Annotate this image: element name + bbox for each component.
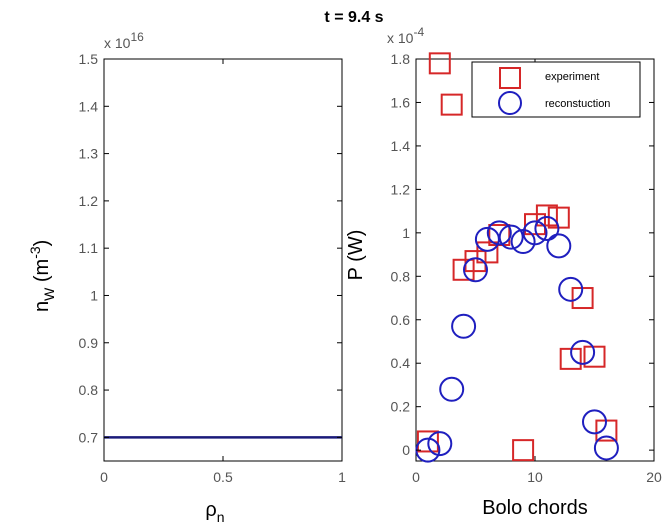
right-xtick-label: 10 — [527, 469, 543, 485]
left-xtick-label: 0.5 — [213, 469, 233, 485]
experiment-point — [583, 345, 606, 368]
experiment-point — [524, 213, 546, 236]
right-xtick-label: 0 — [412, 469, 420, 485]
figure-title: t = 9.4 s — [324, 9, 383, 26]
reconstruction-point — [451, 313, 477, 339]
right-plot: 00.20.40.60.811.21.41.61.8 0 10 20 x 10-4 … — [345, 25, 662, 519]
left-ytick-label: 1.5 — [79, 51, 99, 67]
reconstruction-point — [534, 215, 560, 241]
right-ytick-label: 0.8 — [391, 268, 411, 284]
reconstruction-point — [463, 257, 488, 283]
reconstruction-point — [570, 339, 596, 365]
experiment-point — [464, 250, 487, 273]
experiment-point — [535, 204, 558, 227]
right-ytick-label: 1.6 — [391, 94, 411, 110]
legend: experiment reconstuction — [471, 61, 641, 118]
experiment-point — [476, 241, 499, 264]
right-ytick-label: 0.2 — [391, 399, 411, 415]
legend-reconstruction-marker — [498, 91, 522, 115]
legend-experiment-marker — [499, 67, 521, 89]
right-ytick-label: 0.4 — [391, 355, 411, 371]
left-ytick-label: 1.1 — [79, 240, 99, 256]
legend-reconstruction-label: reconstuction — [545, 98, 610, 110]
reconstruction-point — [522, 220, 548, 246]
right-y-axis-label: P (W) — [345, 230, 367, 281]
experiment-point — [416, 430, 439, 453]
right-ytick-label: 1.2 — [391, 181, 411, 197]
legend-experiment-label: experiment — [545, 71, 599, 83]
experiment-point — [452, 258, 475, 281]
right-ytick-label: 1.8 — [391, 51, 411, 67]
right-xtick-label: 20 — [646, 469, 662, 485]
reconstruction-point — [498, 224, 524, 250]
left-ytick-label: 1.2 — [79, 193, 99, 209]
reconstruction-point — [558, 276, 584, 302]
reconstruction-point — [427, 431, 453, 457]
left-ytick-label: 0.8 — [79, 382, 99, 398]
left-xtick-label: 0 — [100, 469, 108, 485]
reconstruction-point — [439, 376, 465, 402]
experiment-point — [428, 52, 451, 75]
right-ytick-label: 0 — [402, 442, 410, 458]
left-ytick-label: 0.9 — [79, 335, 99, 351]
left-x-axis-label: ρn — [205, 499, 224, 525]
reconstruction-point — [593, 435, 619, 461]
left-plot: 0.7 0.8 0.9 1 1.1 1.2 1.3 1.4 1.5 0 0.5 1 x 1016 n… — [27, 30, 346, 525]
reconstruction-point — [546, 233, 572, 259]
right-x-axis-label: Bolo chords — [482, 497, 588, 519]
left-xtick-label: 1 — [338, 469, 346, 485]
left-axes-box — [103, 58, 343, 462]
left-ytick-label: 1.3 — [79, 146, 99, 162]
left-ytick-label: 1 — [90, 287, 98, 303]
left-ytick-label: 1.4 — [79, 98, 99, 114]
experiment-point — [512, 439, 535, 462]
right-ytick-label: 1 — [402, 225, 410, 241]
experiment-point — [440, 93, 463, 116]
left-y-multiplier: x 1016 — [104, 30, 144, 51]
reconstruction-point — [582, 409, 607, 435]
left-ytick-label: 0.7 — [79, 429, 99, 445]
right-y-multiplier: x 10-4 — [387, 25, 424, 46]
right-ytick-label: 1.4 — [391, 138, 411, 154]
reconstruction-point — [486, 220, 512, 246]
left-y-axis-label: nW (m-3) — [27, 240, 57, 312]
right-ytick-label: 0.6 — [391, 312, 411, 328]
